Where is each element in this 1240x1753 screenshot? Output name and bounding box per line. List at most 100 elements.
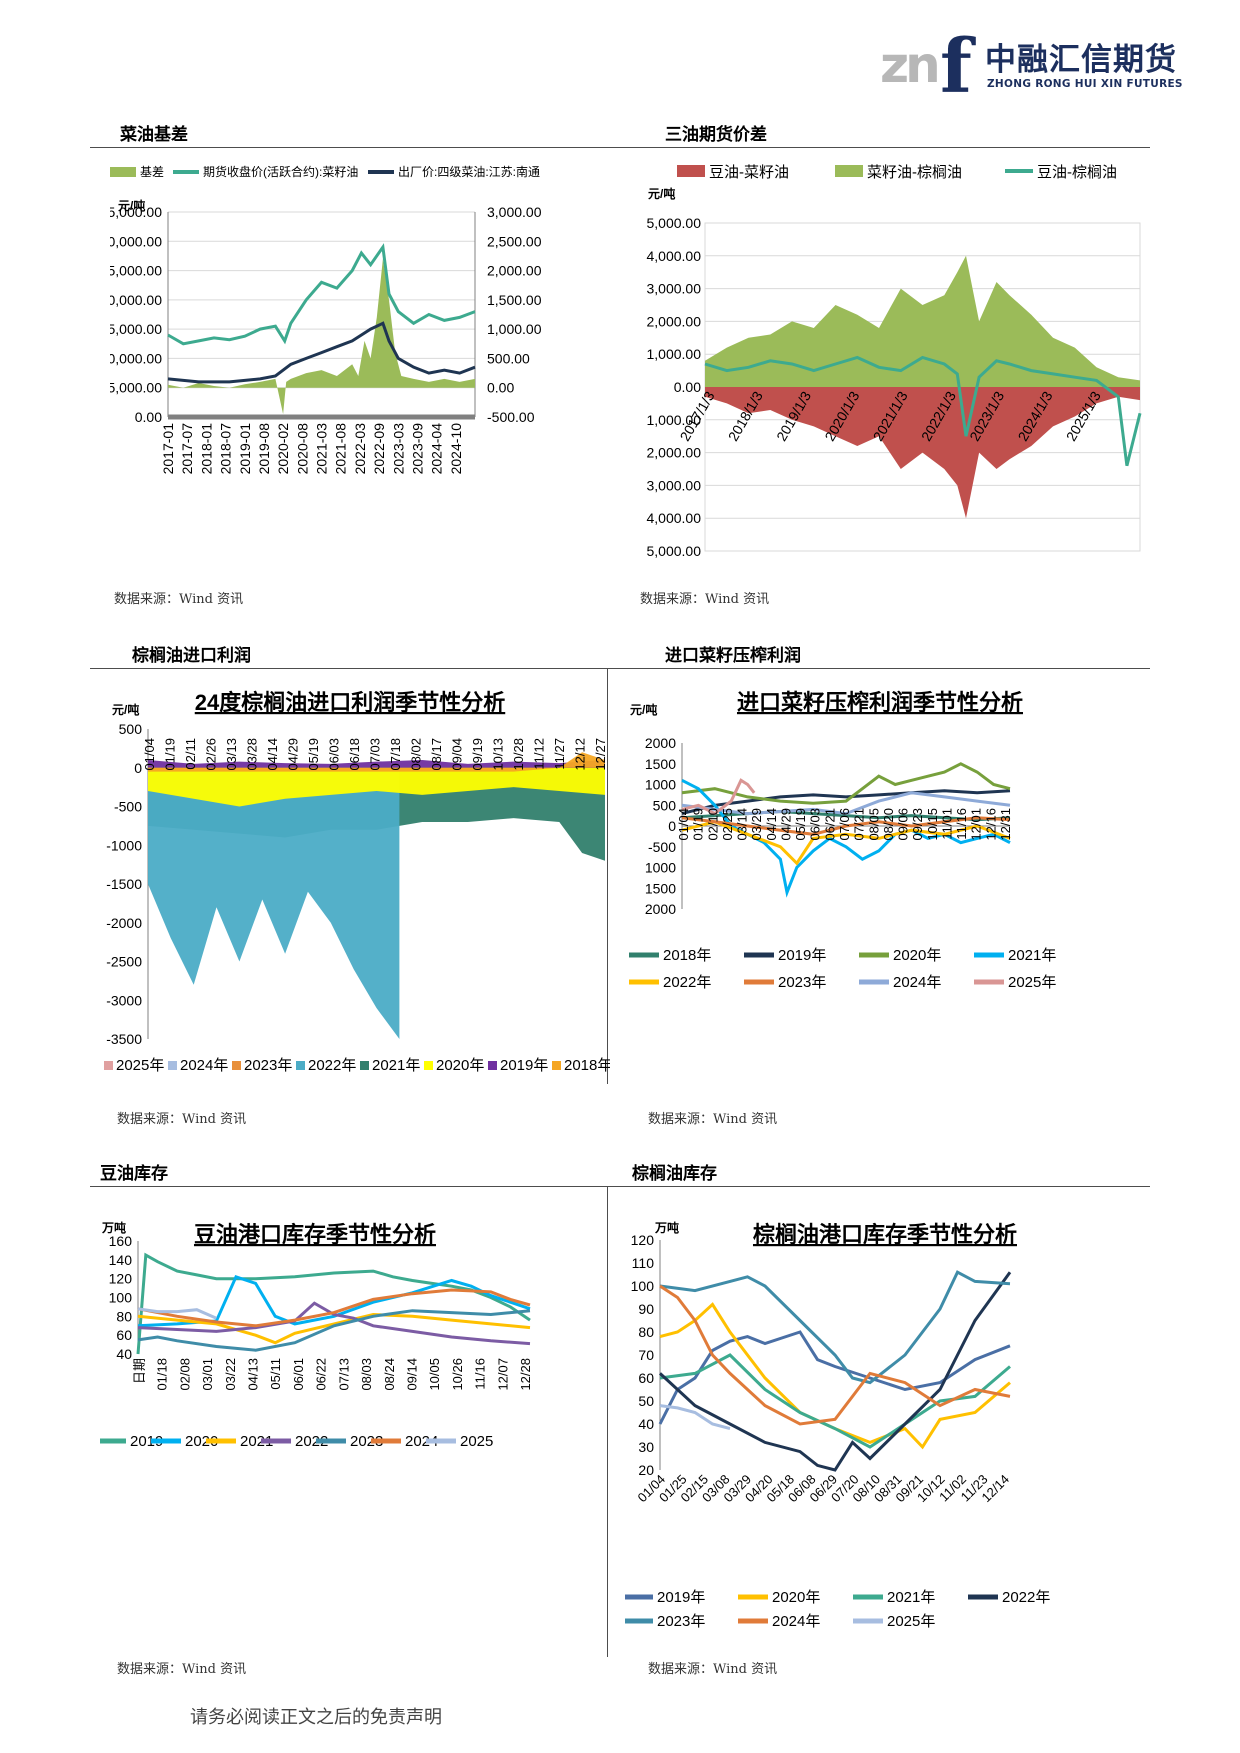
x-tick: 04/29 (286, 738, 301, 771)
x-tick: 02/08 (177, 1358, 192, 1391)
legend-label-2021: 2021 (240, 1433, 273, 1450)
legend-label-2020: 2020 (185, 1433, 218, 1450)
data-source-5: 数据来源：Wind 资讯 (117, 1662, 247, 1677)
y-tick: -2500 (106, 954, 142, 970)
legend-label-2024: 2024年 (180, 1057, 228, 1074)
legend-label-2020: 2020年 (893, 947, 941, 964)
y-tick: 500 (653, 797, 677, 813)
y-tick: 0.00 (674, 379, 701, 395)
section-title-rapeseed-basis: 菜油基差 (120, 125, 188, 145)
y-tick: 5,000.00 (647, 543, 702, 559)
series-line-2023 (681, 816, 1011, 836)
legend-label-2024: 2024年 (893, 974, 941, 991)
logo-name-en: ZHONG RONG HUI XIN FUTURES (987, 78, 1183, 90)
y-tick: -500 (114, 799, 142, 815)
legend-label-2020: 2020年 (772, 1589, 820, 1606)
x-tick: 10/28 (511, 738, 526, 771)
divider-vertical-bottom (607, 1187, 608, 1657)
series-line-2022 (658, 1271, 1012, 1472)
x-tick: 01/19 (691, 808, 706, 841)
x-tick: 09/23 (910, 808, 925, 841)
y-tick: -500 (648, 839, 676, 855)
series-line-2022 (681, 820, 1011, 866)
x-tick: 06/03 (808, 808, 823, 841)
x-tick: 02/25 (720, 808, 735, 841)
x-tick: 09/06 (896, 808, 911, 841)
section-title-palm-stock: 棕榈油库存 (632, 1164, 717, 1184)
y-tick-left: 0.00 (135, 409, 162, 425)
legend-label-2024: 2024 (405, 1433, 438, 1450)
x-tick: 09/19 (470, 738, 485, 771)
x-tick: 03/13 (224, 738, 239, 771)
x-tick: 06/22 (314, 1358, 329, 1391)
x-tick: 2019-01 (237, 423, 253, 475)
y-tick: 80 (638, 1324, 654, 1340)
data-source-6: 数据来源：Wind 资讯 (648, 1662, 778, 1677)
series-area-rape-palm (705, 255, 1140, 387)
legend-swatch-2020 (424, 1061, 433, 1070)
divider-middle (90, 668, 1150, 669)
chart-title: 24度棕榈油进口利润季节性分析 (195, 690, 505, 715)
legend-label-2023: 2023 (350, 1433, 383, 1450)
x-tick: 日期 (132, 1358, 147, 1384)
x-tick: 2024-10 (448, 423, 464, 475)
divider-top (90, 147, 1150, 148)
x-tick: 08/05 (866, 808, 881, 841)
y-tick: 1,000.00 (647, 346, 702, 362)
data-source-4: 数据来源：Wind 资讯 (648, 1112, 778, 1127)
legend-label-2019: 2019年 (657, 1589, 705, 1606)
y-tick: 0 (668, 818, 676, 834)
company-logo: zn f 中融汇信期货 ZHONG RONG HUI XIN FUTURES (880, 24, 1182, 110)
chart-rapeseed-crush-profit: 进口菜籽压榨利润季节性分析 元/吨 2000 1500 1000 500 0 -500 1000… (629, 690, 1056, 991)
y-tick-right: 2,500.00 (487, 233, 542, 249)
legend-label-2024: 2024年 (772, 1613, 820, 1630)
x-tick: 01/04 (676, 808, 691, 841)
y-tick: 70 (638, 1347, 654, 1363)
x-tick: 2021-03 (314, 423, 330, 475)
legend-label-2023: 2023年 (244, 1057, 292, 1074)
series-line-2021 (137, 1312, 531, 1345)
series-line-2024 (681, 791, 1011, 816)
x-tick: 01/19 (163, 738, 178, 771)
x-tick: 08/03 (359, 1358, 374, 1391)
series-line-2021 (659, 1353, 1011, 1449)
section-title-three-oil-spread: 三油期货价差 (665, 125, 767, 145)
legend-label-2023: 2023年 (778, 974, 826, 991)
series-line-2023 (137, 1309, 531, 1352)
x-tick: 04/29 (778, 808, 793, 841)
x-tick: 04/14 (265, 738, 280, 771)
x-tick: 05/11 (268, 1358, 283, 1390)
y-tick: 50 (638, 1393, 654, 1409)
x-tick: 11/16 (954, 808, 969, 840)
y-tick: 4,000.00 (647, 248, 702, 264)
legend-label-2022: 2022 (295, 1433, 328, 1450)
y-tick-right: 1,500.00 (487, 292, 542, 308)
y-tick: 5,000.00 (647, 215, 702, 231)
y-tick-left: 20,000.00 (110, 292, 162, 308)
y-tick: 40 (638, 1416, 654, 1432)
y-tick: 20 (638, 1462, 654, 1478)
legend-label-2020: 2020年 (436, 1057, 484, 1074)
y-tick: 3,000.00 (647, 477, 702, 493)
chart-title: 豆油港口库存季节性分析 (194, 1222, 436, 1247)
y-tick: 1000 (645, 860, 676, 876)
x-tick: 04/14 (764, 808, 779, 841)
y-tick-left: 25,000.00 (110, 263, 162, 279)
y-tick: -3500 (106, 1031, 142, 1047)
legend-label-2021: 2021年 (372, 1057, 420, 1074)
x-tick: 07/03 (368, 738, 383, 771)
x-tick: 03/28 (245, 738, 260, 771)
x-tick: 10/13 (491, 738, 506, 771)
series-area-2018 (148, 752, 605, 772)
y-tick: 0 (134, 760, 142, 776)
x-tick: 10/26 (450, 1358, 465, 1391)
series-area-2022 (148, 767, 400, 1039)
x-tick: 12/31 (998, 808, 1013, 841)
legend-label-2023: 2023年 (657, 1613, 705, 1630)
chart-rapeseed-basis: 基差 期货收盘价(活跃合约):菜籽油 出厂价:四级菜油:江苏:南通元/吨35,000… (110, 164, 542, 475)
x-tick: 07/18 (388, 738, 403, 771)
series-line-futures (167, 243, 476, 346)
x-tick: 11/16 (473, 1358, 488, 1390)
x-tick: 10/05 (427, 1358, 442, 1391)
